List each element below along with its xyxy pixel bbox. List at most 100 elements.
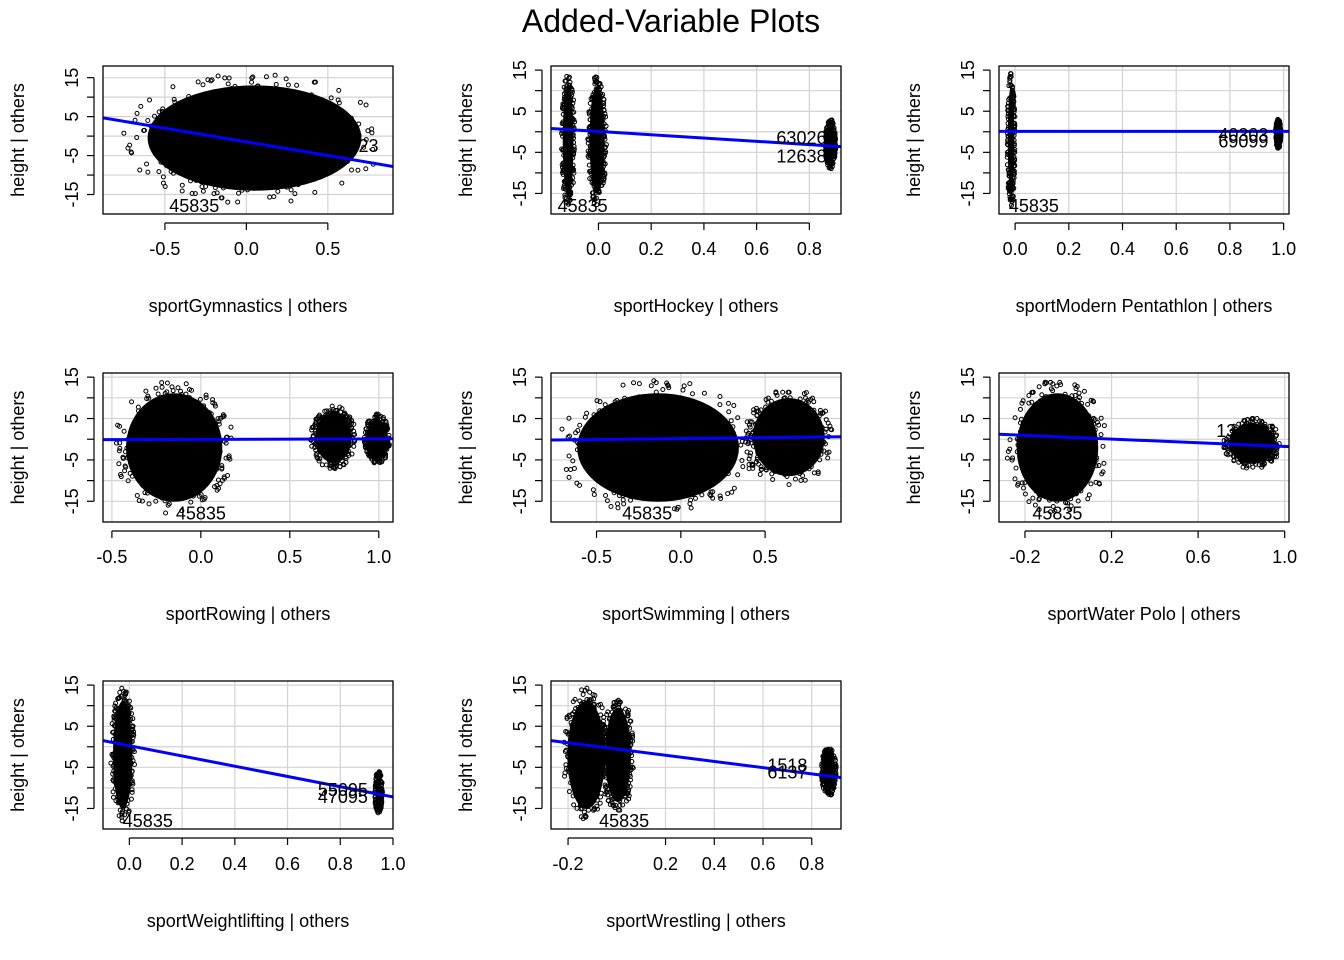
data-point xyxy=(221,413,227,419)
x-tick-label: 1.0 xyxy=(380,854,405,874)
data-point xyxy=(112,770,118,776)
data-point xyxy=(250,74,256,80)
point-label: 45835 xyxy=(1009,196,1059,216)
data-point xyxy=(735,415,741,421)
x-tick-label: -0.2 xyxy=(1009,547,1040,567)
y-tick-label: -5 xyxy=(62,759,82,775)
data-point xyxy=(796,399,802,405)
data-point xyxy=(570,175,576,181)
data-point xyxy=(143,410,149,416)
data-point xyxy=(570,148,576,154)
data-point xyxy=(1036,491,1042,497)
data-point xyxy=(598,730,604,736)
data-point xyxy=(144,396,150,402)
data-point xyxy=(1257,418,1263,424)
data-point xyxy=(699,492,705,498)
data-point xyxy=(571,135,577,141)
data-point xyxy=(823,426,829,432)
data-point xyxy=(559,426,565,432)
data-point xyxy=(753,459,759,465)
data-point xyxy=(134,135,140,141)
data-point xyxy=(127,470,133,476)
data-point xyxy=(179,508,185,514)
data-point xyxy=(128,733,134,739)
data-point xyxy=(147,97,153,103)
data-point xyxy=(600,735,606,741)
data-point xyxy=(1101,460,1107,466)
data-point xyxy=(707,491,713,497)
data-point xyxy=(382,447,388,453)
data-point xyxy=(563,747,569,753)
x-tick-label: 0.8 xyxy=(799,854,824,874)
data-point xyxy=(1069,393,1075,399)
y-axis: -15 -5 5 15 xyxy=(62,68,95,208)
data-point xyxy=(721,423,727,429)
data-point xyxy=(379,795,385,801)
data-point xyxy=(1042,492,1048,498)
data-point xyxy=(752,427,758,433)
data-point xyxy=(111,755,117,761)
point-label: 63026 xyxy=(776,128,826,148)
data-point xyxy=(599,176,605,182)
data-point xyxy=(336,87,342,93)
y-tick-label: -5 xyxy=(510,759,530,775)
data-point xyxy=(1067,396,1073,402)
data-point xyxy=(811,454,817,460)
data-point xyxy=(212,185,218,191)
x-tick-label: 0.8 xyxy=(797,239,822,259)
data-point xyxy=(239,187,245,193)
data-point xyxy=(592,77,598,83)
data-point xyxy=(213,456,219,462)
data-point xyxy=(808,396,814,402)
y-tick-label: 15 xyxy=(62,68,82,88)
data-point xyxy=(725,400,731,406)
data-point xyxy=(219,93,225,99)
data-point xyxy=(1007,75,1013,81)
data-point xyxy=(159,380,165,386)
data-point xyxy=(379,788,385,794)
data-point xyxy=(823,139,829,145)
data-point xyxy=(811,407,817,413)
data-point xyxy=(588,96,594,102)
data-point xyxy=(249,79,255,85)
data-point xyxy=(146,501,152,507)
data-point xyxy=(821,448,827,454)
data-point xyxy=(613,802,619,808)
data-point xyxy=(368,449,374,455)
data-point xyxy=(178,388,184,394)
point-cloud xyxy=(315,411,352,463)
data-point xyxy=(214,448,220,454)
data-point xyxy=(820,765,826,771)
data-point xyxy=(365,128,371,134)
data-point xyxy=(1085,416,1091,422)
data-point xyxy=(753,405,759,411)
data-point xyxy=(611,704,617,710)
data-point xyxy=(1010,455,1016,461)
data-point xyxy=(1007,437,1013,443)
data-point xyxy=(1271,437,1277,443)
data-point xyxy=(689,391,695,397)
y-tick-label: -5 xyxy=(958,144,978,160)
data-point xyxy=(758,407,764,413)
data-point xyxy=(601,755,607,761)
data-point xyxy=(313,441,319,447)
data-point xyxy=(595,786,601,792)
data-point xyxy=(601,750,607,756)
data-point xyxy=(275,188,281,194)
data-point xyxy=(1246,462,1252,468)
data-point xyxy=(193,399,199,405)
data-point xyxy=(1039,392,1045,398)
data-point xyxy=(1068,503,1074,509)
data-point xyxy=(328,95,334,101)
data-point xyxy=(617,707,623,713)
data-point xyxy=(586,150,592,156)
data-point xyxy=(598,182,604,188)
data-point xyxy=(818,451,824,457)
data-point xyxy=(228,86,234,92)
x-axis: -0.5 0.0 0.5 xyxy=(581,530,778,567)
plot-frame xyxy=(102,680,394,830)
data-point xyxy=(1043,394,1049,400)
data-point xyxy=(312,189,318,195)
data-point xyxy=(600,166,606,172)
data-point xyxy=(1275,142,1281,148)
